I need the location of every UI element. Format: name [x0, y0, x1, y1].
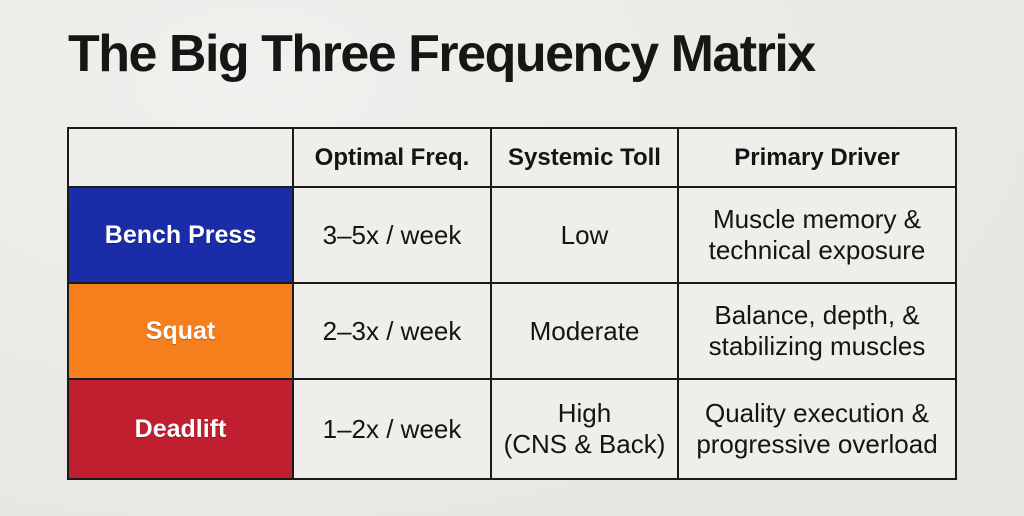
col-header-optimal-freq: Optimal Freq. — [292, 127, 492, 188]
cell-bench-press-primary-driver: Muscle memory & technical exposure — [677, 186, 957, 284]
row-label-bench-press: Bench Press — [67, 186, 294, 284]
cell-squat-primary-driver: Balance, depth, & stabilizing muscles — [677, 282, 957, 380]
corner-cell — [67, 127, 294, 188]
cell-deadlift-systemic-toll: High (CNS & Back) — [490, 378, 679, 480]
cell-deadlift-optimal-freq: 1–2x / week — [292, 378, 492, 480]
table-row-squat: Squat 2–3x / week Moderate Balance, dept… — [67, 282, 957, 380]
cell-bench-press-systemic-toll: Low — [490, 186, 679, 284]
frequency-matrix-table: Optimal Freq. Systemic Toll Primary Driv… — [67, 127, 957, 480]
page-title: The Big Three Frequency Matrix — [68, 25, 816, 83]
cell-deadlift-primary-driver: Quality execution & progressive overload — [677, 378, 957, 480]
cell-bench-press-optimal-freq: 3–5x / week — [292, 186, 492, 284]
cell-squat-optimal-freq: 2–3x / week — [292, 282, 492, 380]
cell-squat-systemic-toll: Moderate — [490, 282, 679, 380]
table-row-deadlift: Deadlift 1–2x / week High (CNS & Back) Q… — [67, 378, 957, 480]
row-label-squat: Squat — [67, 282, 294, 380]
table-row-bench-press: Bench Press 3–5x / week Low Muscle memor… — [67, 186, 957, 284]
row-label-deadlift: Deadlift — [67, 378, 294, 480]
col-header-systemic-toll: Systemic Toll — [490, 127, 679, 188]
col-header-primary-driver: Primary Driver — [677, 127, 957, 188]
header-row: Optimal Freq. Systemic Toll Primary Driv… — [67, 127, 957, 188]
